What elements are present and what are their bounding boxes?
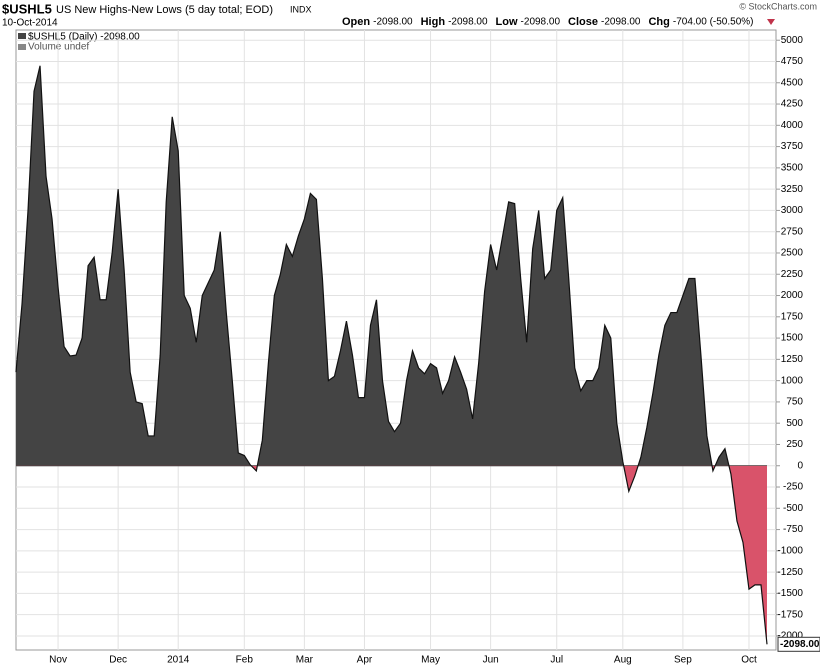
y-tick-label: 3000 bbox=[781, 205, 804, 216]
y-tick-label: 1500 bbox=[781, 333, 804, 344]
down-arrow bbox=[767, 19, 775, 25]
y-tick-label: 3750 bbox=[781, 141, 804, 152]
x-tick-label: Feb bbox=[236, 655, 254, 666]
quote-label: High bbox=[421, 16, 446, 28]
quote-label: Chg bbox=[648, 16, 669, 28]
y-tick-label: 0 bbox=[797, 460, 803, 471]
y-tick-label: 4000 bbox=[781, 120, 804, 131]
y-tick-label: 2250 bbox=[781, 269, 804, 280]
date: 10-Oct-2014 bbox=[2, 18, 58, 29]
x-tick-label: Nov bbox=[49, 655, 67, 666]
y-tick-label: 5000 bbox=[781, 35, 804, 46]
y-tick-label: -250 bbox=[783, 482, 803, 493]
y-tick-label: -750 bbox=[783, 524, 803, 535]
last-value-box bbox=[777, 636, 820, 652]
y-tick-label: 2000 bbox=[781, 290, 804, 301]
quote-value: -2098.00 bbox=[373, 17, 413, 28]
y-tick-label: -1250 bbox=[777, 567, 803, 578]
y-tick-label: 1750 bbox=[781, 311, 804, 322]
quote-value: -704.00 (-50.50%) bbox=[673, 17, 754, 28]
source: © StockCharts.com bbox=[739, 1, 817, 11]
y-tick-label: 2500 bbox=[781, 248, 804, 259]
chart-title: US New Highs-New Lows (5 day total; EOD) bbox=[56, 4, 273, 16]
y-tick-label: -1000 bbox=[777, 545, 803, 556]
legend-entry: $USHL5 (Daily) -2098.00 bbox=[28, 32, 140, 43]
y-tick-label: 3250 bbox=[781, 184, 804, 195]
last-value-label: -2098.00 bbox=[780, 639, 820, 650]
legend-entry: Volume undef bbox=[28, 42, 89, 53]
y-tick-label: -1750 bbox=[777, 609, 803, 620]
x-tick-label: Aug bbox=[614, 655, 632, 666]
y-tick-label: 1250 bbox=[781, 354, 804, 365]
quote-label: Open bbox=[342, 16, 370, 28]
quote-value: -2098.00 bbox=[601, 17, 641, 28]
y-tick-label: 1000 bbox=[781, 375, 804, 386]
legend-swatch bbox=[18, 44, 26, 50]
x-tick-label: May bbox=[421, 655, 440, 666]
x-tick-label: Jul bbox=[550, 655, 563, 666]
y-tick-label: 4250 bbox=[781, 99, 804, 110]
plot-frame bbox=[15, 29, 777, 651]
y-tick-label: 750 bbox=[786, 397, 803, 408]
x-tick-label: Apr bbox=[357, 655, 373, 666]
symbol: $USHL5 bbox=[2, 1, 52, 16]
area-positive bbox=[16, 65, 729, 466]
y-tick-label: 4750 bbox=[781, 56, 804, 67]
x-tick-label: Mar bbox=[296, 655, 314, 666]
exchange: INDX bbox=[290, 4, 312, 14]
x-tick-label: Oct bbox=[741, 655, 757, 666]
quote: Open -2098.00 High -2098.00 Low -2098.00 Close… bbox=[342, 16, 753, 28]
quote-label: Low bbox=[496, 16, 518, 28]
x-tick-label: Sep bbox=[674, 655, 692, 666]
line bbox=[15, 65, 768, 645]
quote-value: -2098.00 bbox=[521, 17, 561, 28]
y-tick-label: -500 bbox=[783, 503, 803, 514]
x-tick-label: Jun bbox=[483, 655, 499, 666]
y-tick-label: 500 bbox=[786, 418, 803, 429]
x-tick-label: Dec bbox=[109, 655, 127, 666]
quote-value: -2098.00 bbox=[448, 17, 488, 28]
legend-swatch bbox=[18, 33, 26, 39]
x-tick-label: 2014 bbox=[167, 655, 190, 666]
y-tick-label: 3500 bbox=[781, 163, 804, 174]
y-tick-label: 250 bbox=[786, 439, 803, 450]
y-tick-label: -1500 bbox=[777, 588, 803, 599]
y-tick-label: 4500 bbox=[781, 77, 804, 88]
y-tick-label: 2750 bbox=[781, 226, 804, 237]
quote-label: Close bbox=[568, 16, 598, 28]
y-tick-label: -2000 bbox=[777, 631, 803, 642]
